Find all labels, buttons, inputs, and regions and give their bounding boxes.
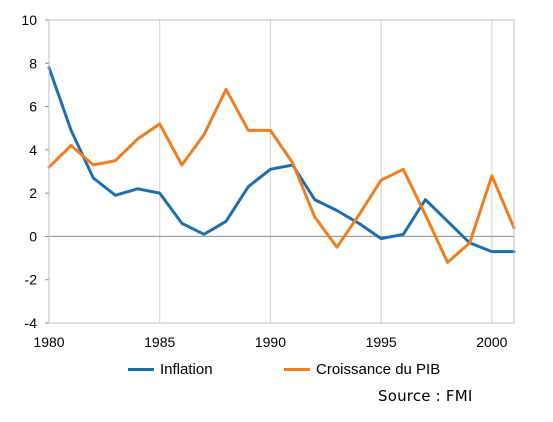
- y-tick-label-8: 8: [29, 55, 37, 71]
- legend-swatch-inflation: [128, 368, 154, 371]
- legend-label-croissance-du-pib: Croissance du PIB: [316, 361, 441, 378]
- y-tick-label--2: -2: [25, 272, 38, 288]
- y-tick-label-4: 4: [29, 142, 37, 158]
- y-tick-label-6: 6: [29, 99, 37, 115]
- series-lines: [47, 66, 516, 264]
- legend: Inflation Croissance du PIB: [0, 361, 553, 385]
- x-tick-label-1980: 1980: [33, 334, 64, 350]
- line-chart: -4 -2 0 2 4 6 8 10 1980 1985 1990 1995 2000: [21, 12, 516, 350]
- legend-label-inflation: Inflation: [160, 361, 213, 378]
- y-tick-label-10: 10: [21, 12, 37, 28]
- legend-swatch-croissance-du-pib: [284, 368, 310, 371]
- x-tick-label-2000: 2000: [476, 334, 507, 350]
- plot-border: [48, 19, 515, 324]
- y-axis-ticks: -4 -2 0 2 4 6 8 10: [21, 12, 49, 331]
- x-tick-label-1985: 1985: [144, 334, 175, 350]
- legend-item-croissance-du-pib: Croissance du PIB: [284, 361, 440, 378]
- y-tick-label-2: 2: [29, 185, 37, 201]
- y-tick-label--4: -4: [25, 315, 38, 331]
- x-tick-label-1990: 1990: [255, 334, 286, 350]
- x-tick-label-1995: 1995: [366, 334, 397, 350]
- series-line-inflation: [47, 66, 516, 254]
- x-axis-ticks: 1980 1985 1990 1995 2000: [33, 334, 507, 350]
- source-note: Source : FMI: [378, 387, 473, 405]
- y-tick-label-0: 0: [29, 228, 37, 244]
- series-line-croissance-du-pib: [47, 87, 516, 264]
- legend-item-inflation: Inflation: [128, 361, 213, 378]
- grid-lines: [49, 20, 514, 323]
